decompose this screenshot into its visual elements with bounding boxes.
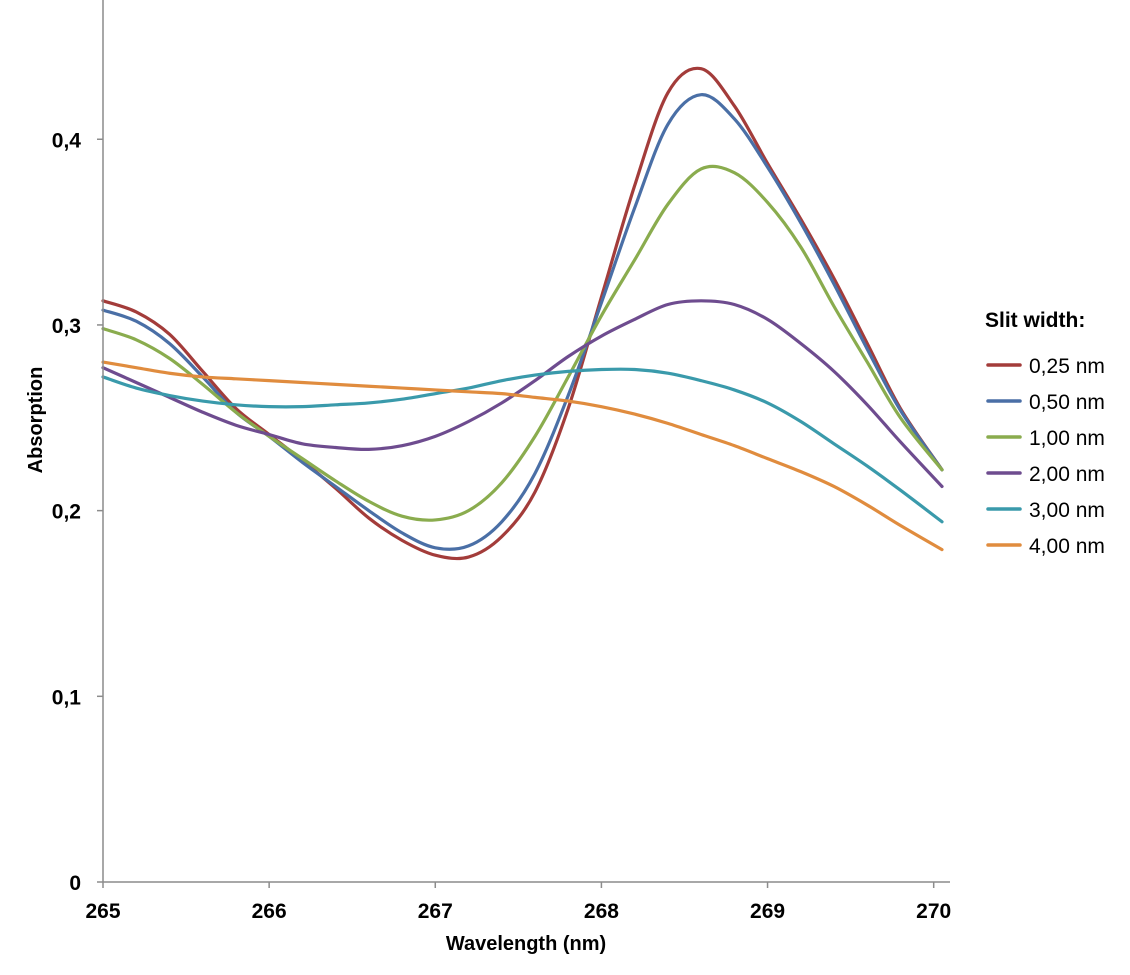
series-line-2 — [101, 93, 944, 551]
x-tick-label: 265 — [85, 900, 120, 923]
series-line-1 — [101, 66, 944, 561]
series-lines — [101, 66, 944, 561]
series-line-3 — [101, 164, 944, 522]
x-tick-label: 269 — [750, 900, 785, 923]
series-line-5 — [101, 367, 944, 524]
legend-label: 3,00 nm — [1029, 499, 1105, 522]
y-tick-label: 0,3 — [52, 315, 81, 338]
legend-label: 4,00 nm — [1029, 535, 1105, 558]
legend-title: Slit width: — [985, 309, 1085, 332]
series-line-6 — [101, 360, 944, 552]
legend: Slit width: 0,25 nm 0,50 nm 1,00 nm 2,00 nm… — [985, 309, 1105, 558]
legend-label: 0,25 nm — [1029, 355, 1105, 378]
y-tick-label: 0,1 — [52, 686, 82, 709]
x-tick-label: 270 — [916, 900, 951, 923]
y-tick-label: 0 — [69, 872, 81, 895]
legend-label: 0,50 nm — [1029, 391, 1105, 414]
y-axis-ticks: 0 0,1 0,2 0,3 0,4 — [52, 129, 103, 895]
axes — [102, 0, 950, 883]
x-axis-title: Wavelength (nm) — [446, 933, 606, 955]
x-tick-label: 266 — [252, 900, 287, 923]
y-tick-label: 0,4 — [52, 129, 82, 152]
y-tick-label: 0,2 — [52, 501, 81, 524]
legend-label: 2,00 nm — [1029, 463, 1105, 486]
x-axis-ticks: 265 266 267 268 269 270 — [85, 882, 951, 923]
legend-label: 1,00 nm — [1029, 427, 1105, 450]
series-line-4 — [101, 299, 944, 489]
x-tick-label: 268 — [584, 900, 619, 923]
x-tick-label: 267 — [418, 900, 453, 923]
y-axis-title: Absorption — [25, 367, 47, 474]
